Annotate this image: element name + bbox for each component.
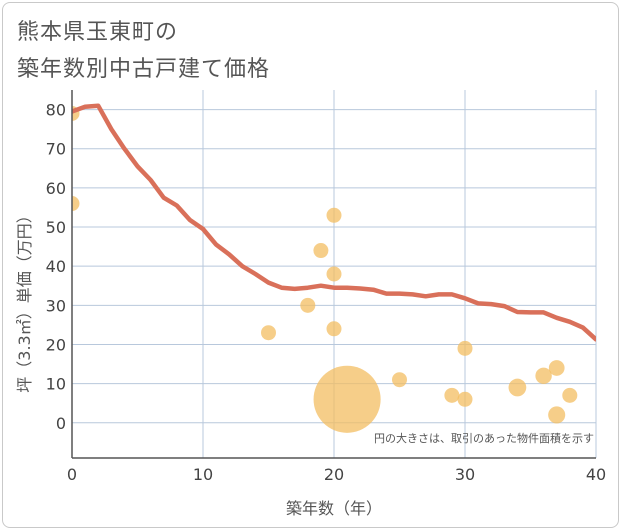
data-point	[326, 321, 342, 337]
data-point	[457, 391, 473, 407]
data-point	[261, 325, 276, 341]
data-point	[300, 297, 316, 313]
y-tick-label: 30	[46, 296, 66, 315]
data-point	[548, 406, 566, 424]
tick-labels: 0 10 20 30 40 50 60 70 80 0 10 20 30 40	[46, 101, 607, 484]
data-point	[457, 340, 473, 356]
axes	[71, 90, 596, 459]
chart-title-line1: 熊本県玉東町の	[17, 20, 179, 45]
chart-title-line2: 築年数別中古戸建て価格	[17, 57, 271, 82]
bubble-size-note: 円の大きさは、取引のあった物件面積を示す	[374, 431, 594, 445]
trend-layer	[72, 103, 596, 342]
x-tick-label: 30	[455, 465, 475, 484]
chart-title: 熊本県玉東町の 築年数別中古戸建て価格	[17, 14, 270, 88]
y-tick-label: 80	[46, 101, 66, 120]
x-axis-label: 築年数（年）	[286, 499, 382, 518]
data-point	[444, 387, 460, 403]
x-tick-label: 0	[67, 465, 77, 484]
bubble-layer	[72, 105, 578, 433]
data-point	[72, 196, 80, 212]
y-tick-label: 40	[46, 257, 66, 276]
y-tick-label: 70	[46, 140, 66, 159]
x-tick-label: 10	[193, 465, 213, 484]
y-axis-label: 坪（3.3㎡）単価（万円）	[15, 207, 34, 392]
data-point	[326, 207, 342, 223]
data-point	[392, 372, 407, 388]
x-tick-label: 20	[324, 465, 344, 484]
data-point	[535, 367, 552, 385]
data-point	[313, 365, 381, 433]
y-tick-label: 10	[46, 375, 66, 394]
x-tick-label: 40	[586, 465, 606, 484]
data-point	[508, 378, 527, 397]
trend-line	[72, 103, 596, 342]
y-tick-label: 20	[46, 335, 66, 354]
data-point	[313, 243, 329, 259]
data-point	[562, 387, 578, 403]
y-tick-label: 50	[46, 218, 66, 237]
data-point	[326, 266, 342, 282]
y-tick-label: 0	[56, 414, 66, 433]
y-tick-label: 60	[46, 179, 66, 198]
data-point	[548, 360, 565, 376]
